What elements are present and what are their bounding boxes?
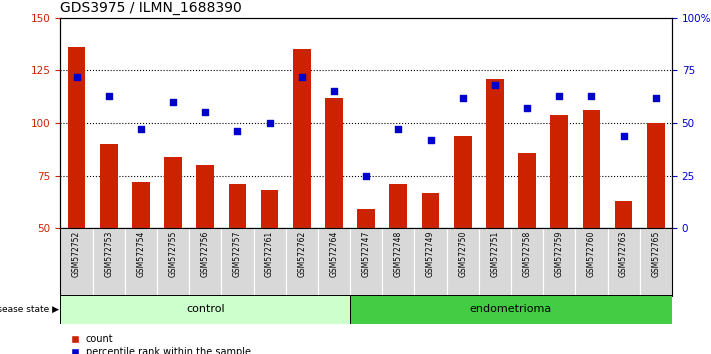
Bar — [228, 184, 246, 228]
Bar — [582, 110, 600, 228]
Point — [71, 74, 82, 80]
Bar — [486, 79, 503, 228]
Bar — [318, 228, 350, 296]
Text: GSM572756: GSM572756 — [201, 230, 210, 277]
Text: GSM572752: GSM572752 — [72, 230, 81, 276]
Text: GSM572751: GSM572751 — [491, 230, 499, 276]
Bar — [92, 228, 125, 296]
Text: GSM572758: GSM572758 — [523, 230, 532, 276]
Bar — [100, 144, 117, 228]
Text: GSM572753: GSM572753 — [105, 230, 113, 277]
Text: GSM572765: GSM572765 — [651, 230, 661, 277]
Point — [103, 93, 114, 98]
Point — [328, 88, 340, 94]
Point — [457, 95, 469, 101]
Text: GSM572747: GSM572747 — [362, 230, 370, 277]
Text: control: control — [186, 304, 225, 314]
Text: GSM572760: GSM572760 — [587, 230, 596, 277]
Bar — [157, 228, 189, 296]
Bar — [132, 182, 150, 228]
Bar — [390, 184, 407, 228]
Point — [296, 74, 307, 80]
Point — [392, 126, 404, 132]
Point — [586, 93, 597, 98]
Point — [232, 129, 243, 134]
Text: GDS3975 / ILMN_1688390: GDS3975 / ILMN_1688390 — [60, 1, 242, 15]
Text: GSM572762: GSM572762 — [297, 230, 306, 276]
Bar — [261, 190, 279, 228]
Point — [554, 93, 565, 98]
Text: GSM572750: GSM572750 — [458, 230, 467, 277]
Bar — [422, 193, 439, 228]
Bar — [543, 228, 575, 296]
Bar — [550, 115, 568, 228]
Bar — [221, 228, 254, 296]
Bar — [415, 228, 447, 296]
Point — [167, 99, 178, 105]
Bar — [293, 49, 311, 228]
Bar — [164, 157, 182, 228]
Point — [650, 95, 661, 101]
Bar — [647, 123, 665, 228]
Bar — [479, 228, 511, 296]
Text: disease state ▶: disease state ▶ — [0, 305, 59, 314]
Bar — [350, 228, 383, 296]
Text: GSM572749: GSM572749 — [426, 230, 435, 277]
Point — [618, 133, 629, 138]
Point — [489, 82, 501, 88]
Point — [360, 173, 372, 178]
Text: GSM572754: GSM572754 — [137, 230, 145, 277]
Text: GSM572759: GSM572759 — [555, 230, 564, 277]
Text: GSM572761: GSM572761 — [265, 230, 274, 276]
Bar — [607, 228, 640, 296]
Bar — [325, 98, 343, 228]
Bar — [350, 295, 672, 324]
Bar — [640, 228, 672, 296]
Bar — [383, 228, 415, 296]
Point — [425, 137, 437, 143]
Bar — [447, 228, 479, 296]
Bar — [60, 228, 92, 296]
Bar — [68, 47, 85, 228]
Point — [135, 126, 146, 132]
Bar — [358, 209, 375, 228]
Text: GSM572763: GSM572763 — [619, 230, 628, 277]
Point — [200, 110, 211, 115]
Text: GSM572748: GSM572748 — [394, 230, 403, 276]
Bar — [511, 228, 543, 296]
Bar — [189, 228, 221, 296]
Bar — [196, 165, 214, 228]
Text: GSM572755: GSM572755 — [169, 230, 178, 277]
Bar — [518, 153, 536, 228]
Bar — [125, 228, 157, 296]
Legend: count, percentile rank within the sample: count, percentile rank within the sample — [65, 331, 255, 354]
Text: GSM572757: GSM572757 — [233, 230, 242, 277]
Bar — [254, 228, 286, 296]
Text: endometrioma: endometrioma — [470, 304, 552, 314]
Point — [264, 120, 275, 126]
Point — [521, 105, 533, 111]
Bar — [454, 136, 471, 228]
Bar — [575, 228, 607, 296]
Bar — [286, 228, 318, 296]
Bar — [60, 295, 350, 324]
Bar — [615, 201, 633, 228]
Text: GSM572764: GSM572764 — [329, 230, 338, 277]
